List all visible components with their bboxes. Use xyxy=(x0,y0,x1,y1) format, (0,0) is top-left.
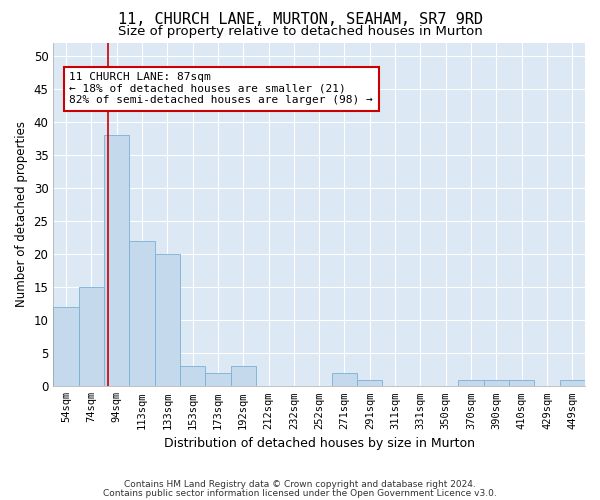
Bar xyxy=(155,254,180,386)
Bar xyxy=(560,380,585,386)
Text: 11, CHURCH LANE, MURTON, SEAHAM, SR7 9RD: 11, CHURCH LANE, MURTON, SEAHAM, SR7 9RD xyxy=(118,12,482,28)
Text: Contains public sector information licensed under the Open Government Licence v3: Contains public sector information licen… xyxy=(103,490,497,498)
Bar xyxy=(129,241,155,386)
Bar xyxy=(205,373,230,386)
Text: Contains HM Land Registry data © Crown copyright and database right 2024.: Contains HM Land Registry data © Crown c… xyxy=(124,480,476,489)
Text: 11 CHURCH LANE: 87sqm
← 18% of detached houses are smaller (21)
82% of semi-deta: 11 CHURCH LANE: 87sqm ← 18% of detached … xyxy=(69,72,373,106)
Bar xyxy=(79,287,104,386)
Text: Size of property relative to detached houses in Murton: Size of property relative to detached ho… xyxy=(118,25,482,38)
Bar xyxy=(509,380,535,386)
Bar xyxy=(104,135,129,386)
Bar xyxy=(332,373,357,386)
Y-axis label: Number of detached properties: Number of detached properties xyxy=(15,122,28,308)
Bar xyxy=(484,380,509,386)
Bar xyxy=(458,380,484,386)
Bar xyxy=(357,380,382,386)
Bar xyxy=(53,307,79,386)
X-axis label: Distribution of detached houses by size in Murton: Distribution of detached houses by size … xyxy=(164,437,475,450)
Bar xyxy=(180,366,205,386)
Bar xyxy=(230,366,256,386)
